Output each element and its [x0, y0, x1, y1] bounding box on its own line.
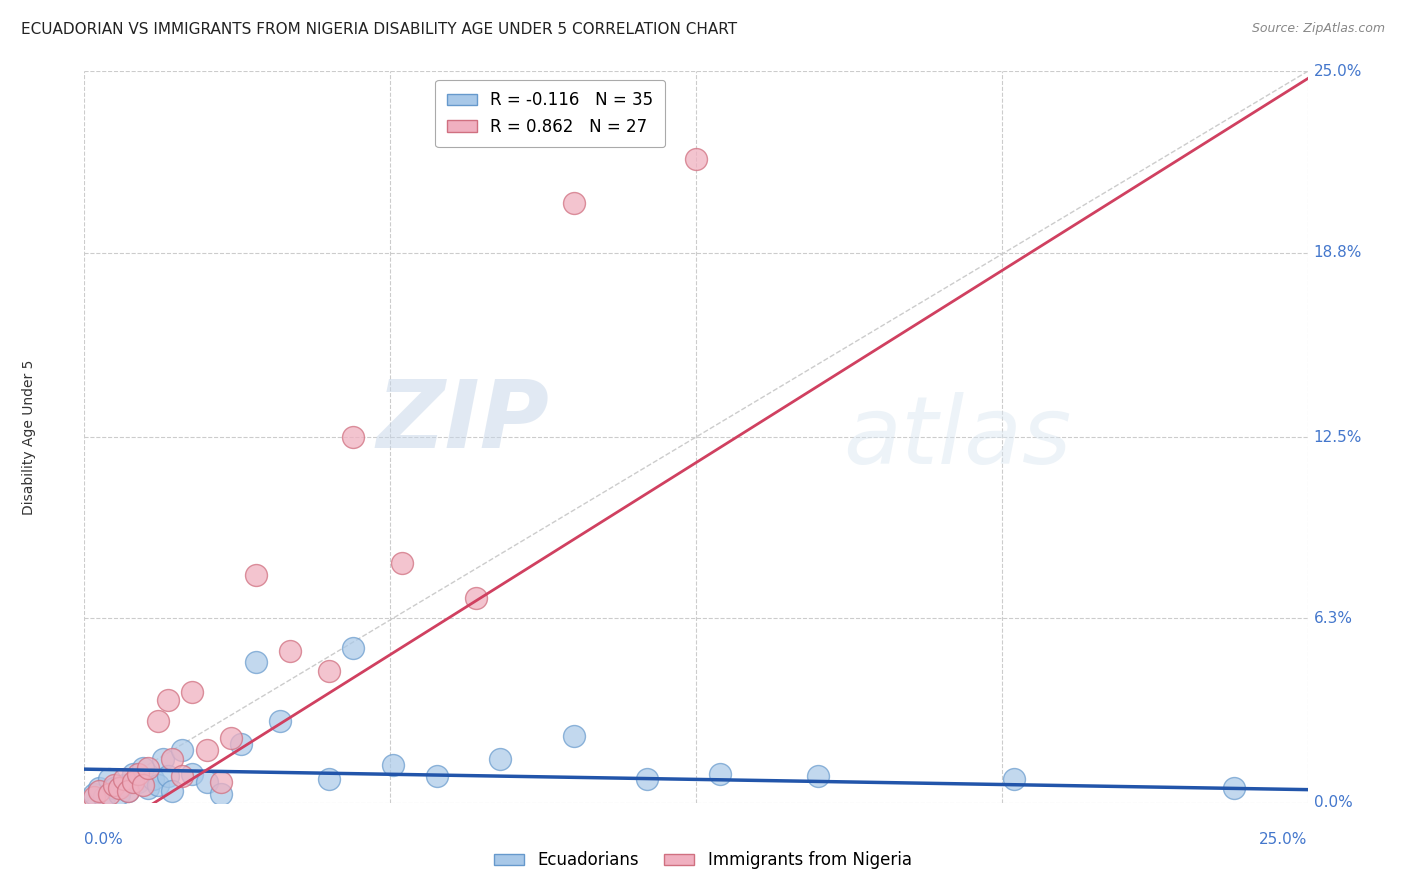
Point: [132, 761, 155, 775]
Text: 12.5%: 12.5%: [1313, 430, 1362, 444]
Point: [172, 743, 194, 757]
Point: [195, 775, 218, 789]
Point: [107, 781, 129, 796]
Point: [97, 787, 120, 801]
Point: [245, 656, 267, 670]
Point: [172, 769, 194, 783]
Point: [122, 766, 145, 780]
Text: 6.3%: 6.3%: [1313, 611, 1353, 626]
Legend: R = -0.116   N = 35, R = 0.862   N = 27: R = -0.116 N = 35, R = 0.862 N = 27: [436, 79, 665, 147]
Text: Disability Age Under 5: Disability Age Under 5: [22, 359, 37, 515]
Point: [489, 752, 512, 766]
Point: [318, 772, 340, 787]
Point: [209, 787, 232, 801]
Point: [117, 784, 139, 798]
Point: [219, 731, 242, 746]
Point: [97, 772, 120, 787]
Point: [195, 743, 218, 757]
Text: ZIP: ZIP: [377, 376, 550, 468]
Text: atlas: atlas: [842, 392, 1071, 483]
Point: [245, 567, 267, 582]
Point: [162, 784, 184, 798]
Point: [709, 766, 731, 780]
Legend: Ecuadorians, Immigrants from Nigeria: Ecuadorians, Immigrants from Nigeria: [484, 841, 922, 880]
Point: [127, 775, 149, 789]
Point: [181, 766, 204, 780]
Point: [209, 775, 232, 789]
Point: [122, 775, 145, 789]
Point: [127, 766, 149, 780]
Point: [464, 591, 486, 605]
Point: [83, 789, 105, 804]
Point: [342, 640, 364, 655]
Text: 18.8%: 18.8%: [1313, 245, 1362, 260]
Point: [87, 781, 110, 796]
Point: [162, 752, 184, 766]
Point: [278, 643, 301, 657]
Point: [1223, 781, 1246, 796]
Text: 0.0%: 0.0%: [1313, 796, 1353, 810]
Point: [83, 787, 105, 801]
Point: [807, 769, 830, 783]
Point: [107, 787, 129, 801]
Point: [156, 769, 179, 783]
Text: 25.0%: 25.0%: [1313, 64, 1362, 78]
Point: [87, 784, 110, 798]
Point: [636, 772, 658, 787]
Point: [136, 761, 159, 775]
Point: [112, 778, 135, 792]
Point: [229, 737, 252, 751]
Point: [103, 781, 125, 796]
Point: [391, 556, 413, 570]
Point: [103, 778, 125, 792]
Point: [269, 714, 291, 728]
Text: 25.0%: 25.0%: [1260, 832, 1308, 847]
Point: [181, 684, 204, 698]
Point: [142, 772, 165, 787]
Point: [117, 784, 139, 798]
Point: [1002, 772, 1025, 787]
Point: [562, 729, 585, 743]
Text: 0.0%: 0.0%: [84, 832, 124, 847]
Point: [146, 778, 169, 792]
Point: [156, 693, 179, 707]
Point: [318, 664, 340, 678]
Point: [136, 781, 159, 796]
Point: [685, 152, 707, 166]
Point: [426, 769, 449, 783]
Point: [132, 778, 155, 792]
Point: [152, 752, 174, 766]
Point: [562, 196, 585, 211]
Point: [146, 714, 169, 728]
Text: ECUADORIAN VS IMMIGRANTS FROM NIGERIA DISABILITY AGE UNDER 5 CORRELATION CHART: ECUADORIAN VS IMMIGRANTS FROM NIGERIA DI…: [21, 22, 737, 37]
Text: Source: ZipAtlas.com: Source: ZipAtlas.com: [1251, 22, 1385, 36]
Point: [381, 757, 404, 772]
Point: [342, 430, 364, 444]
Point: [93, 789, 115, 804]
Point: [112, 772, 135, 787]
